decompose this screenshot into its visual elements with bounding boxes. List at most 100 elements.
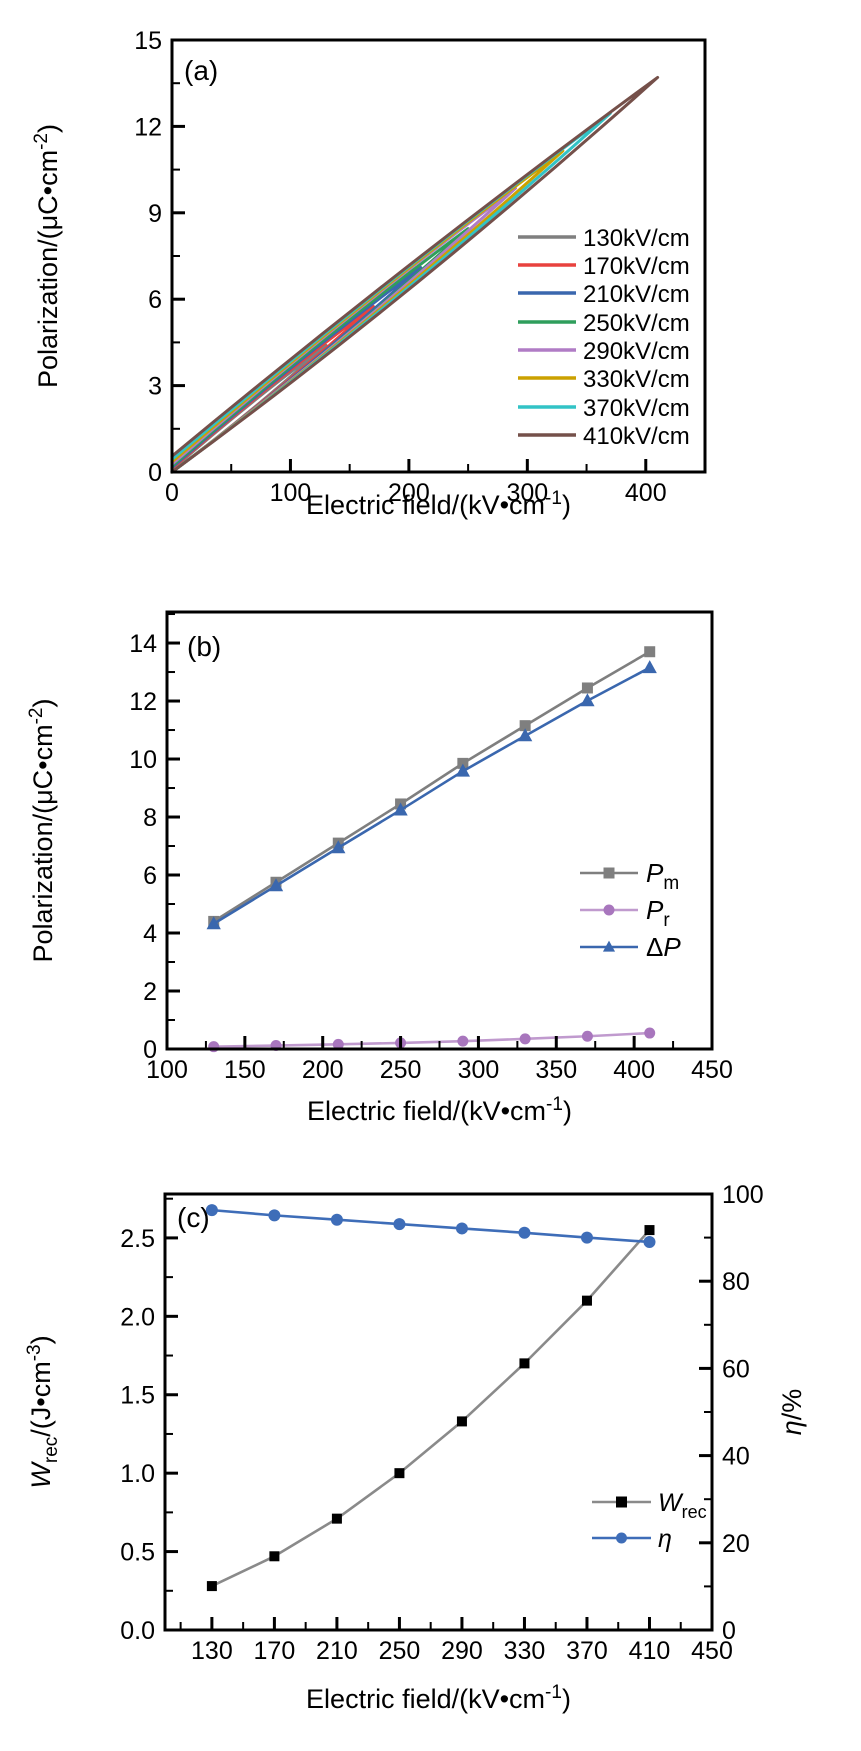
- y-tick-label: 6: [143, 862, 157, 890]
- x-tick-label: 300: [506, 479, 548, 507]
- y-tick-label: 2.0: [120, 1303, 155, 1331]
- legend-label: η: [658, 1525, 672, 1553]
- marker-square: [603, 867, 615, 879]
- y-axis-label: Polarization/(μC•cm-2): [31, 124, 63, 388]
- y-tick-label: 12: [134, 113, 162, 141]
- marker-triangle: [517, 728, 533, 742]
- x-tick-label: 300: [458, 1056, 500, 1084]
- series-line-dP: [213, 666, 651, 925]
- x-axis-label: Electric field/(kV•cm-1): [306, 1682, 571, 1714]
- x-tick-label: 200: [302, 1056, 344, 1084]
- marker-triangle: [602, 940, 616, 952]
- marker-square: [616, 1496, 627, 1508]
- y-tick-label: 4: [143, 920, 157, 948]
- x-tick-label: 290: [441, 1637, 483, 1665]
- marker-square: [519, 720, 531, 732]
- y-tick-label: 0: [143, 1036, 157, 1064]
- y-axis-label: Polarization/(μC•cm-2): [26, 699, 58, 963]
- x-axis-label: Electric field/(kV•cm-1): [306, 488, 571, 520]
- x-tick-label: 150: [224, 1056, 266, 1084]
- y2-tick-label: 100: [722, 1181, 764, 1209]
- panel-b-chart: 100 150 200 250 300 350 400 450 0 2 4 6 8 10 12 14 Elect…: [26, 610, 733, 1126]
- panel-c-chart: 130 170 210 250 290 330 370 410 450 0.0 0.5 1.0 1.5 2…: [24, 1181, 807, 1714]
- marker-circle: [518, 1226, 531, 1239]
- marker-circle: [616, 1532, 627, 1544]
- y-tick-label: 9: [148, 200, 162, 228]
- legend-label: 130kV/cm: [583, 225, 690, 252]
- y2-axis-label: η/%: [777, 1389, 807, 1436]
- marker-circle: [330, 1213, 343, 1226]
- legend-label: 210kV/cm: [583, 281, 690, 308]
- marker-square: [644, 646, 656, 658]
- marker-square: [456, 1416, 467, 1427]
- x-tick-label: 0: [165, 479, 179, 507]
- marker-triangle: [331, 840, 346, 854]
- marker-square: [581, 682, 593, 694]
- loop-170kV/cm: [170, 304, 375, 474]
- y-tick-label: 8: [143, 804, 157, 832]
- x-tick-label: 130: [191, 1637, 233, 1665]
- y-axis-label: Wrec/(J•cm-3): [24, 1335, 62, 1488]
- panel-label: (c): [177, 1202, 210, 1233]
- legend-label: ΔP: [646, 932, 681, 962]
- legend-label: 370kV/cm: [583, 395, 690, 422]
- plot-frame: [163, 1192, 714, 1632]
- legend-label: Pr: [646, 895, 670, 931]
- series-line-Wrec: [211, 1229, 651, 1588]
- x-tick-label: 100: [270, 479, 312, 507]
- plot-frame: [165, 610, 714, 1051]
- legend-label: Pm: [646, 858, 679, 894]
- marker-triangle: [206, 916, 221, 930]
- y-tick-label: 1.5: [120, 1382, 155, 1410]
- y2-tick-label: 40: [722, 1443, 750, 1471]
- x-tick-label: 350: [535, 1056, 577, 1084]
- x-tick-label: 250: [380, 1056, 422, 1084]
- marker-circle: [603, 904, 615, 916]
- x-tick-label: 450: [691, 1056, 733, 1084]
- y-tick-label: 0.0: [120, 1617, 155, 1645]
- x-axis-label: Electric field/(kV•cm-1): [307, 1094, 572, 1126]
- panel-label: (a): [184, 55, 218, 86]
- x-tick-label: 400: [625, 479, 667, 507]
- marker-circle: [393, 1218, 406, 1231]
- y-tick-label: 10: [129, 746, 157, 774]
- y2-tick-label: 20: [722, 1530, 750, 1558]
- marker-square: [519, 1358, 530, 1369]
- panel-label: (b): [187, 631, 221, 662]
- panel-a-chart: 0 100 200 300 400 0 3 6 9 12 15 Electric field/(kV•…: [31, 27, 707, 520]
- y-tick-label: 0.5: [120, 1539, 155, 1567]
- legend-label: 330kV/cm: [583, 366, 690, 393]
- legend-label: 410kV/cm: [583, 423, 690, 450]
- marker-circle: [457, 1035, 469, 1047]
- x-tick-label: 170: [254, 1637, 296, 1665]
- y2-tick-label: 60: [722, 1355, 750, 1383]
- x-tick-label: 200: [388, 479, 430, 507]
- marker-circle: [519, 1033, 531, 1045]
- y2-tick-label: 0: [722, 1617, 736, 1645]
- legend-label: 170kV/cm: [583, 253, 690, 280]
- y-tick-label: 2.5: [120, 1225, 155, 1253]
- marker-circle: [455, 1222, 468, 1235]
- x-tick-label: 410: [629, 1637, 671, 1665]
- x-tick-label: 250: [379, 1637, 421, 1665]
- marker-triangle: [642, 660, 657, 674]
- marker-circle: [208, 1041, 220, 1053]
- marker-circle: [332, 1038, 344, 1050]
- series-line-Pm: [213, 650, 651, 923]
- marker-circle: [580, 1231, 593, 1244]
- marker-circle: [268, 1209, 281, 1222]
- legend-label: 250kV/cm: [583, 310, 690, 337]
- legend-label: Wrec: [658, 1489, 707, 1522]
- series-line-Pr: [213, 1031, 650, 1048]
- y-tick-label: 1.0: [120, 1460, 155, 1488]
- marker-square: [331, 1513, 342, 1524]
- marker-square: [394, 1468, 405, 1479]
- x-tick-label: 330: [504, 1637, 546, 1665]
- x-tick-label: 210: [316, 1637, 358, 1665]
- y-tick-label: 12: [129, 688, 157, 716]
- marker-square: [581, 1295, 592, 1306]
- legend-label: 290kV/cm: [583, 338, 690, 365]
- x-tick-label: 370: [566, 1637, 608, 1665]
- y2-tick-label: 80: [722, 1268, 750, 1296]
